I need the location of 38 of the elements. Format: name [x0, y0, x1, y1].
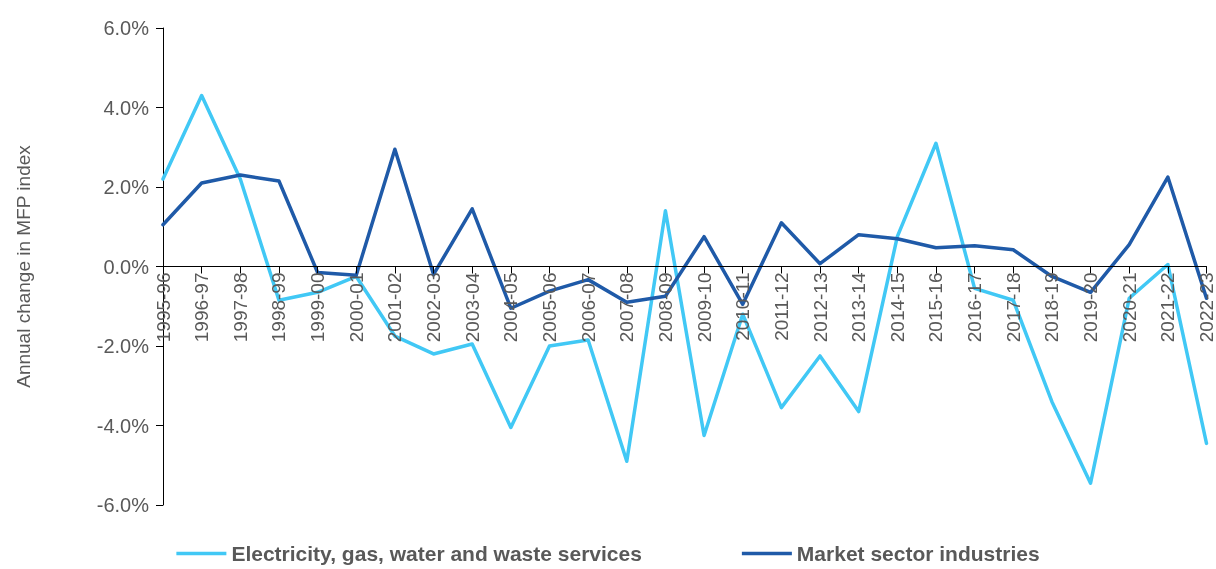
- x-tick-label: 2007-08: [616, 272, 638, 343]
- x-tick-label: 2004-05: [500, 272, 522, 343]
- x-tick-label: 2017-18: [1002, 272, 1024, 343]
- x-tick-label: 2011-12: [770, 272, 792, 341]
- x-tick-label: 2005-06: [538, 272, 560, 343]
- y-tick-label: 2.0%: [103, 176, 150, 198]
- x-tick-label: 2015-16: [925, 272, 947, 343]
- x-tick-label: 2003-04: [461, 272, 483, 343]
- x-tick-label: 2001-02: [384, 272, 406, 343]
- x-tick-label: 2020-21: [1118, 272, 1140, 343]
- x-tick-label: 2009-10: [693, 272, 715, 343]
- y-tick-label: 4.0%: [103, 96, 150, 119]
- legend-label: Electricity, gas, water and waste services: [231, 542, 642, 565]
- x-tick-label: 2022-23: [1196, 272, 1216, 343]
- x-tick-label: 2010-11: [732, 272, 754, 341]
- x-tick-label: 1998-99: [268, 272, 290, 343]
- y-axis-title: Annual change in MFP index: [13, 144, 34, 388]
- y-tick-label: 6.0%: [103, 17, 150, 39]
- x-tick-label: 2021-22: [1157, 272, 1179, 343]
- x-tick-label: 2008-09: [654, 272, 676, 343]
- x-tick-label: 2012-13: [809, 272, 831, 343]
- y-tick-label: -2.0%: [96, 335, 150, 357]
- y-tick-label: -4.0%: [96, 414, 150, 437]
- x-tick-label: 2014-15: [886, 272, 908, 343]
- y-tick-label: -6.0%: [96, 494, 150, 516]
- legend-label: Market sector industries: [796, 542, 1040, 565]
- x-tick-label: 1999-00: [307, 272, 329, 343]
- x-tick-label: 2006-07: [577, 272, 599, 343]
- x-tick-label: 1995-96: [152, 272, 174, 343]
- x-tick-label: 1996-97: [191, 272, 213, 343]
- x-tick-label: 2019-20: [1080, 272, 1102, 343]
- x-tick-label: 2013-14: [848, 272, 870, 343]
- x-tick-label: 2000-01: [345, 272, 367, 343]
- x-tick-label: 2018-19: [1041, 272, 1063, 343]
- x-tick-label: 2002-03: [423, 272, 445, 343]
- x-tick-label: 1997-98: [229, 272, 251, 343]
- y-tick-label: 0.0%: [103, 255, 150, 278]
- x-tick-label: 2016-17: [964, 272, 986, 343]
